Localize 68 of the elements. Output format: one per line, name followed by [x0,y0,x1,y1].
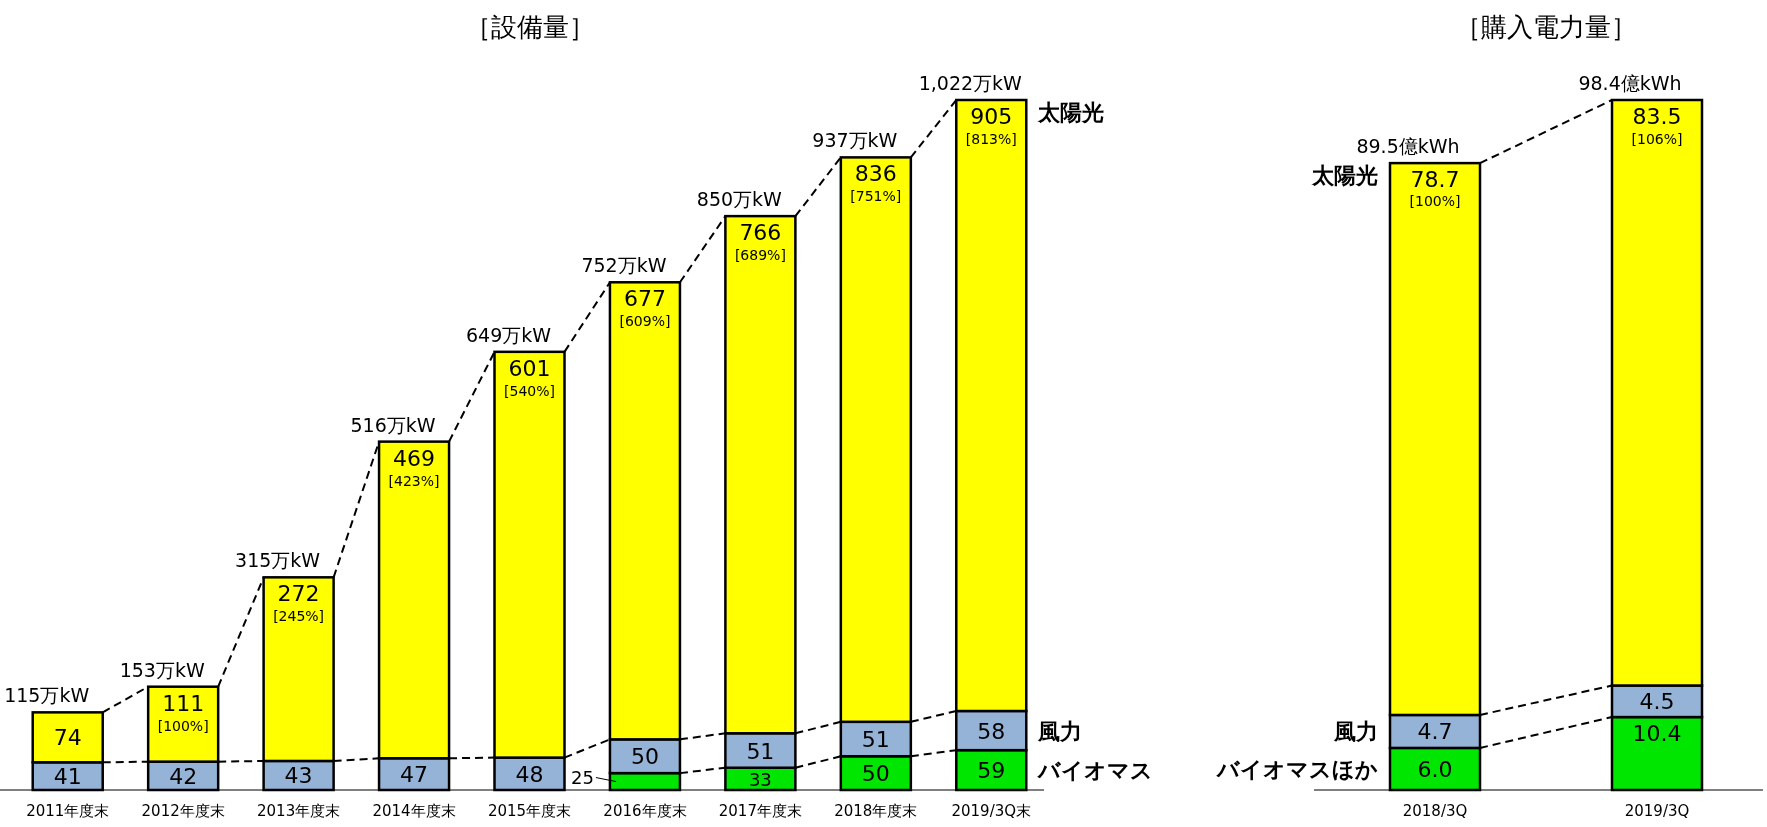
data-label: 59 [977,758,1006,784]
series-label: 風力 [1333,719,1378,745]
annotation: [106%] [1631,131,1683,147]
x-tick-label: 2015年度末 [487,802,572,820]
annotation: [540%] [504,382,555,399]
data-label: 74 [53,725,82,751]
annotation: [245%] [273,608,325,625]
data-label: 42 [169,763,198,789]
annotation: [609%] [619,313,671,330]
chart-title: ［購入電力量］ [1455,12,1637,42]
x-tick-label: 2016年度末 [603,802,687,820]
data-label: 43 [284,763,313,789]
annotation: [813%] [965,131,1017,147]
data-label: 58 [977,718,1006,744]
series-label: 風力 [1037,718,1083,744]
data-label: 469 [393,445,436,471]
data-label: 48 [515,761,544,787]
x-tick-label: 2018年度末 [834,802,918,820]
data-label: 25 [571,766,594,788]
data-label: 51 [861,727,890,753]
annotation: [100%] [157,717,209,734]
series-label: バイオマスほか [1215,756,1378,782]
x-tick-label: 2014年度末 [372,802,456,820]
total-label: 649万kW [465,323,552,346]
data-label: 4.5 [1639,689,1675,715]
total-label: 1,022万kW [918,72,1023,94]
x-tick-label: 2013年度末 [257,802,341,820]
series-label: バイオマス [1036,758,1154,784]
total-label: 850万kW [696,188,783,211]
x-tick-label: 2012年度末 [141,802,225,820]
total-label: 89.5億kWh [1356,135,1460,158]
annotation: [100%] [1409,193,1461,210]
x-tick-label: 2011年度末 [26,802,110,820]
x-tick-label: 2017年度末 [718,802,802,820]
annotation: [689%] [734,247,786,264]
total-label: 516万kW [350,413,436,436]
data-label: 78.7 [1410,167,1460,193]
series-label: 太陽光 [1311,163,1378,189]
data-label: 4.7 [1417,719,1453,745]
data-label: 111 [162,690,205,716]
data-label: 6.0 [1417,756,1453,782]
total-label: 315万kW [235,549,321,572]
data-label: 51 [746,738,775,764]
data-label: 677 [623,286,666,312]
data-label: 836 [854,161,897,187]
data-label: 83.5 [1632,104,1682,129]
x-tick-label: 2018/3Q [1402,802,1468,820]
data-label: 766 [739,220,782,246]
data-label: 33 [748,768,772,790]
data-label: 10.4 [1632,721,1682,747]
chart-title: ［設備量］ [464,12,595,42]
total-label: 752万kW [581,254,667,277]
data-label: 50 [861,761,890,787]
x-tick-label: 2019/3Q [1624,802,1690,820]
data-label: 601 [508,355,551,381]
x-tick-label: 2019/3Q末 [951,802,1032,820]
annotation: [423%] [388,472,440,489]
annotation: [751%] [850,188,902,205]
data-label: 272 [277,581,320,607]
data-label: 41 [53,764,82,790]
total-label: 937万kW [812,129,898,152]
series-label: 太陽光 [1037,100,1105,125]
data-label: 47 [400,762,429,788]
data-label: 905 [970,104,1013,129]
total-label: 98.4億kWh [1578,72,1682,94]
total-label: 153万kW [119,658,205,681]
data-label: 50 [630,744,659,770]
total-label: 115万kW [4,684,90,707]
